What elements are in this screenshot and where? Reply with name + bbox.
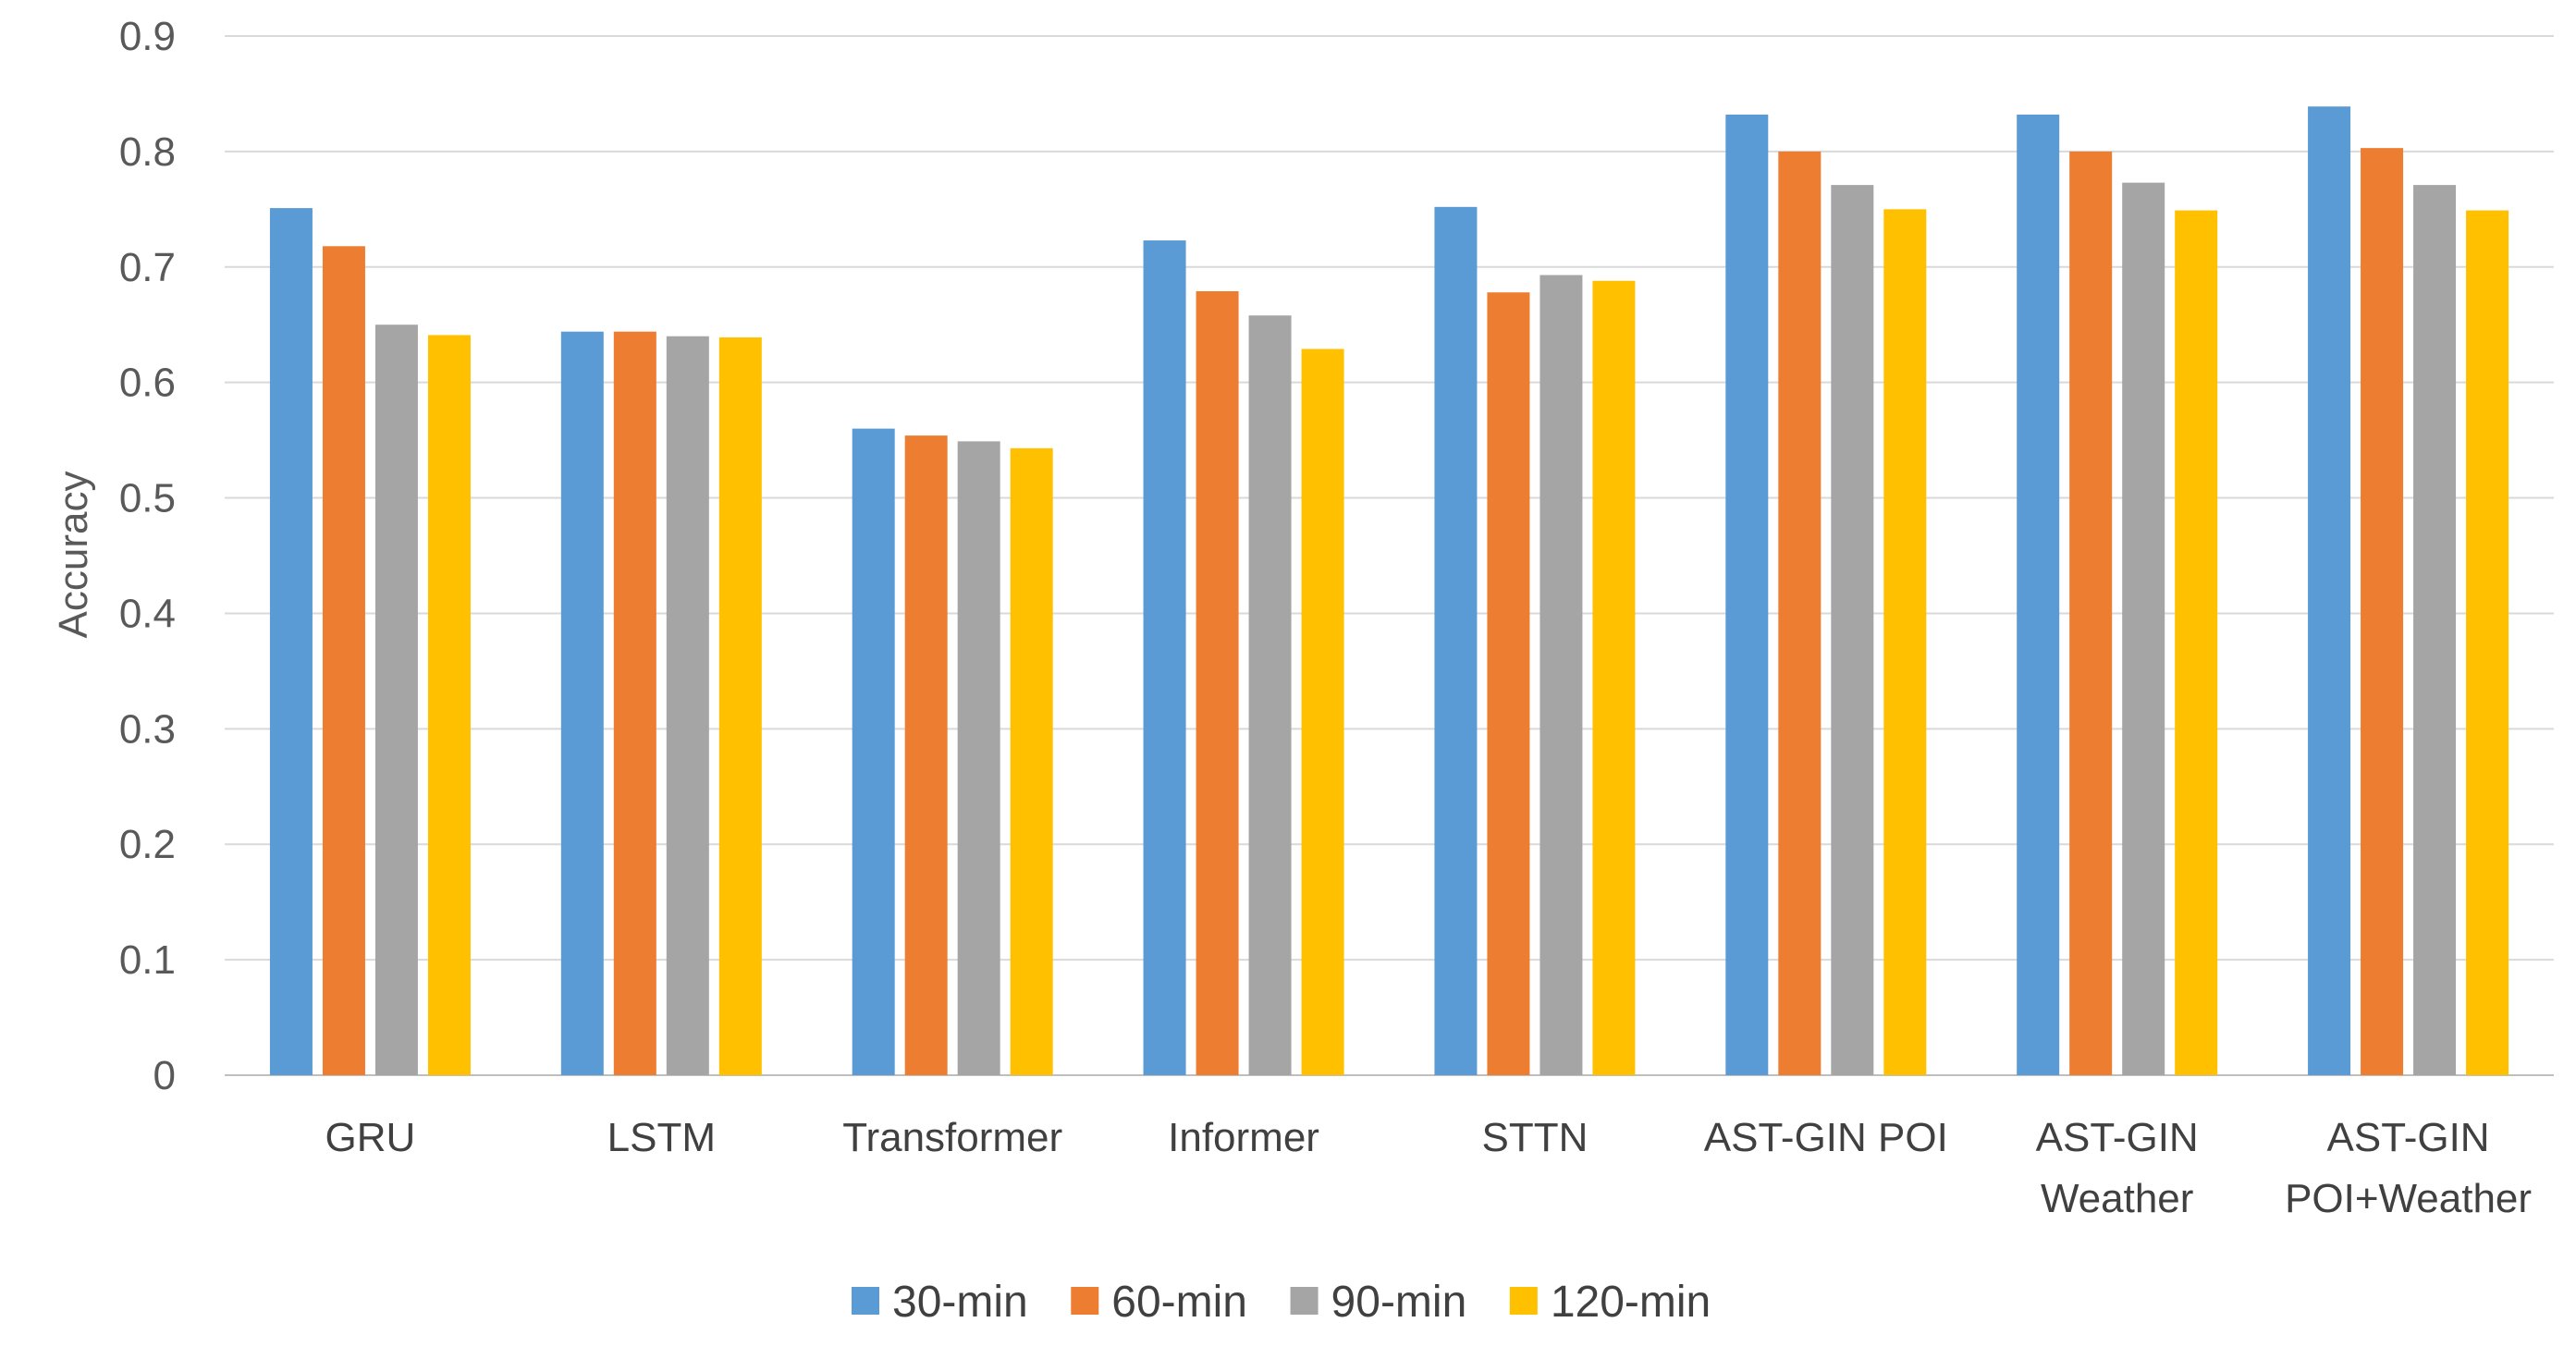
y-tick-label: 0.2 xyxy=(119,822,176,867)
gridlines xyxy=(225,35,2554,1076)
bar-60-min xyxy=(1778,151,1822,1075)
y-tick-label: 0.6 xyxy=(119,361,176,406)
bar-30-min xyxy=(2017,114,2060,1076)
bar-90-min xyxy=(957,441,1000,1075)
legend-swatch xyxy=(852,1287,879,1315)
legend-label: 30-min xyxy=(892,1278,1028,1327)
y-tick-label: 0.4 xyxy=(119,591,176,636)
bar-120-min xyxy=(1301,349,1344,1076)
x-category-label: POI+Weather xyxy=(2285,1176,2532,1221)
y-tick-label: 0.9 xyxy=(119,14,176,59)
bar-30-min xyxy=(852,428,895,1076)
bar-30-min xyxy=(1143,240,1186,1075)
legend-swatch xyxy=(1509,1287,1538,1315)
y-tick-label: 0 xyxy=(153,1053,176,1098)
bar-120-min xyxy=(1883,209,1927,1076)
y-axis-title: Accuracy xyxy=(51,471,96,639)
bar-60-min xyxy=(2361,148,2404,1076)
x-category-label: AST-GIN POI xyxy=(1704,1115,1948,1160)
legend: 30-min 60-min 90-min 120-min xyxy=(852,1278,1711,1327)
bar-120-min xyxy=(1592,280,1636,1076)
y-tick-label: 0.1 xyxy=(119,937,176,983)
bar-90-min xyxy=(2413,185,2457,1075)
bar-90-min xyxy=(374,325,418,1075)
x-category-label: STTN xyxy=(1481,1115,1588,1160)
bar-60-min xyxy=(1196,291,1239,1075)
bar-120-min xyxy=(718,337,762,1076)
y-tick-label: 0.8 xyxy=(119,129,176,175)
bar-30-min xyxy=(269,208,313,1075)
bar-120-min xyxy=(2175,210,2218,1076)
bar-60-min xyxy=(613,331,656,1075)
legend-label: 120-min xyxy=(1551,1278,1711,1327)
bar-30-min xyxy=(2308,106,2351,1075)
bar-90-min xyxy=(1539,275,1583,1075)
bar-90-min xyxy=(666,336,709,1075)
x-axis-category-labels: GRU LSTM Transformer Informer STTN AST-GIN PO… xyxy=(325,1115,2533,1221)
bar-60-min xyxy=(2069,151,2113,1075)
y-tick-label: 0.7 xyxy=(119,245,176,290)
bar-120-min xyxy=(427,335,471,1075)
bars xyxy=(269,106,2509,1076)
legend-label: 60-min xyxy=(1111,1278,1247,1327)
y-tick-label: 0.5 xyxy=(119,476,176,521)
bar-120-min xyxy=(2466,210,2509,1076)
x-category-label: Weather xyxy=(2041,1176,2194,1221)
y-axis-tick-labels: 0 0.1 0.2 0.3 0.4 0.5 0.6 0.7 0.8 0.9 xyxy=(119,14,176,1098)
x-category-label: LSTM xyxy=(607,1115,716,1160)
legend-swatch xyxy=(1290,1287,1319,1315)
bar-30-min xyxy=(1434,206,1478,1075)
bar-30-min xyxy=(1725,114,1769,1076)
bar-90-min xyxy=(1831,185,1874,1075)
legend-label: 90-min xyxy=(1331,1278,1467,1327)
bar-90-min xyxy=(1248,315,1292,1076)
bar-60-min xyxy=(322,246,365,1075)
bar-30-min xyxy=(560,331,604,1075)
y-tick-label: 0.3 xyxy=(119,706,176,752)
bar-90-min xyxy=(2122,182,2165,1075)
x-category-label: Informer xyxy=(1168,1115,1319,1160)
bar-60-min xyxy=(1487,292,1530,1076)
x-category-label: GRU xyxy=(325,1115,416,1160)
legend-swatch xyxy=(1071,1287,1099,1315)
x-category-label: AST-GIN xyxy=(2327,1115,2490,1160)
x-category-label: AST-GIN xyxy=(2036,1115,2199,1160)
x-category-label: Transformer xyxy=(842,1115,1062,1160)
bar-60-min xyxy=(904,435,948,1075)
bar-120-min xyxy=(1010,447,1053,1075)
